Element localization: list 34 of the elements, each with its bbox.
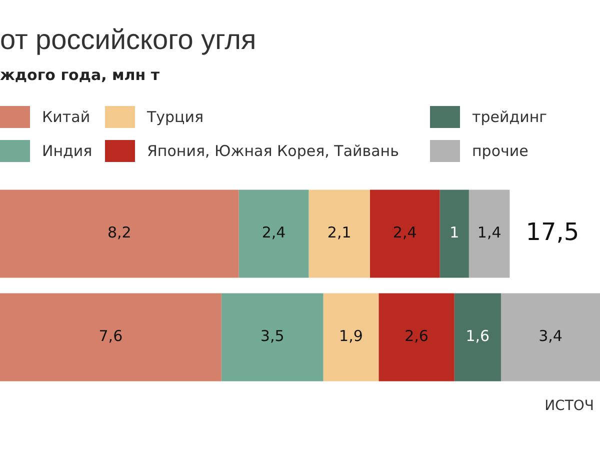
data-label: 1 xyxy=(450,224,460,242)
data-label: 3,5 xyxy=(260,327,284,346)
data-label: 1,4 xyxy=(477,224,502,242)
total-label: 17,5 xyxy=(526,218,580,246)
bar xyxy=(468,190,510,278)
legend-label: Япония, Южная Корея, Тайвань xyxy=(147,142,399,160)
data-label: 2,4 xyxy=(392,224,417,242)
bar xyxy=(221,293,324,382)
legend-label: прочие xyxy=(472,142,528,160)
chart-subtitle: ждого года, млн т xyxy=(0,66,160,84)
data-label: 2,4 xyxy=(262,224,286,242)
bar xyxy=(308,190,370,278)
text: ИСТОЧ xyxy=(544,398,594,414)
data-label: 3,4 xyxy=(538,327,562,346)
legend-label: Китай xyxy=(42,108,90,126)
data-label: 1,9 xyxy=(339,327,363,346)
chart-title: от российского угля xyxy=(0,24,256,56)
bar xyxy=(500,293,600,382)
bar xyxy=(238,190,309,278)
bar xyxy=(454,293,501,382)
data-label: 8,2 xyxy=(107,224,132,242)
bar xyxy=(323,293,379,382)
data-label: 2,1 xyxy=(327,224,352,242)
bar xyxy=(378,293,454,382)
bar xyxy=(370,190,440,278)
data-label: 1,6 xyxy=(466,327,490,346)
bar xyxy=(0,293,222,382)
legend-label: Турция xyxy=(147,108,204,126)
bar xyxy=(0,190,239,278)
legend-label: Индия xyxy=(42,142,92,160)
bar xyxy=(440,190,469,278)
data-label: 7,6 xyxy=(98,327,123,346)
legend-label: трейдинг xyxy=(472,108,548,126)
data-label: 2,6 xyxy=(404,327,428,346)
